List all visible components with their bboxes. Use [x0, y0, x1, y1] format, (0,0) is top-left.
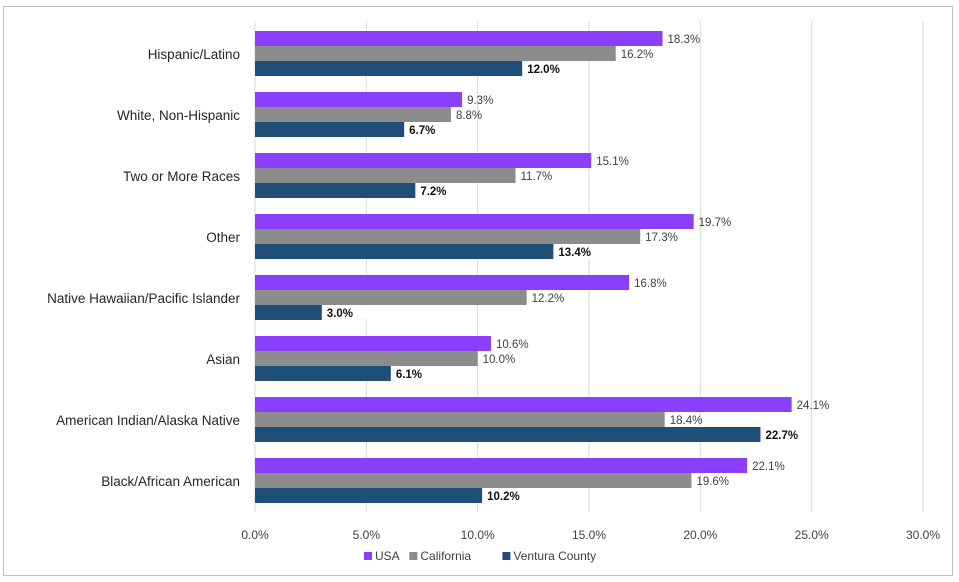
category-label: White, Non-Hispanic: [117, 108, 240, 123]
legend-swatch: [364, 552, 372, 560]
legend-swatch: [409, 552, 418, 560]
category-label: Two or More Races: [123, 169, 240, 184]
bars: [255, 31, 792, 503]
value-label: 6.7%: [409, 125, 435, 137]
x-tick-label: 5.0%: [353, 528, 381, 542]
value-label: 22.1%: [752, 461, 785, 473]
value-label-background: [323, 306, 368, 319]
x-tick-label: 20.0%: [683, 528, 717, 542]
bar-usa: [255, 153, 592, 168]
category-label: American Indian/Alaska Native: [56, 413, 240, 428]
bar-ventura-county: [255, 183, 416, 198]
bar-california: [255, 290, 527, 305]
bar-ventura-county: [255, 61, 523, 76]
value-label: 19.6%: [696, 476, 729, 488]
bar-california: [255, 107, 451, 122]
value-label: 18.4%: [670, 415, 703, 427]
value-label-background: [762, 428, 807, 441]
value-label: 15.1%: [596, 156, 629, 168]
value-label: 10.6%: [496, 339, 529, 351]
category-label: Other: [206, 230, 240, 245]
bar-ventura-county: [255, 122, 405, 137]
value-label: 6.1%: [396, 369, 422, 381]
value-label: 16.2%: [621, 49, 654, 61]
chart-frame: Hispanic/Latino White, Non-Hispanic Two or…: [3, 6, 953, 576]
category-label: Native Hawaiian/Pacific Islander: [47, 291, 240, 306]
value-label: 17.3%: [645, 232, 678, 244]
bar-usa: [255, 397, 792, 412]
category-label: Hispanic/Latino: [148, 47, 240, 62]
value-label-background: [417, 184, 462, 197]
value-label: 7.2%: [420, 186, 446, 198]
value-label: 9.3%: [467, 95, 493, 107]
x-tick-label: 15.0%: [572, 528, 606, 542]
x-axis-tick-labels: 0.0% 5.0% 10.0% 15.0% 20.0% 25.0% 30.0%: [241, 528, 940, 542]
value-label-background: [484, 489, 529, 502]
value-labels: 18.3% 16.2% 12.0% 9.3% 8.8% 6.7% 15.1% 11.7% 7.2…: [323, 34, 830, 503]
x-tick-label: 10.0%: [461, 528, 495, 542]
bar-ventura-county: [255, 305, 322, 320]
bar-ventura-county: [255, 366, 391, 381]
bar-california: [255, 473, 692, 488]
bar-california: [255, 229, 641, 244]
value-label: 22.7%: [765, 430, 798, 442]
bar-usa: [255, 92, 463, 107]
bar-california: [255, 46, 616, 61]
legend-label: Ventura County: [513, 549, 596, 563]
value-label: 24.1%: [797, 400, 830, 412]
value-label-background: [555, 245, 600, 258]
value-label: 8.8%: [456, 110, 482, 122]
legend-label: California: [420, 549, 471, 563]
value-label: 13.4%: [558, 247, 591, 259]
bar-california: [255, 168, 516, 183]
value-label: 10.0%: [483, 354, 516, 366]
value-label-background: [392, 367, 437, 380]
legend-label: USA: [375, 549, 400, 563]
bar-usa: [255, 336, 492, 351]
value-label: 18.3%: [667, 34, 700, 46]
bar-usa: [255, 214, 694, 229]
category-labels: Hispanic/Latino White, Non-Hispanic Two or…: [47, 47, 240, 489]
value-label: 12.2%: [532, 293, 565, 305]
bar-ventura-county: [255, 488, 483, 503]
value-label: 19.7%: [699, 217, 732, 229]
bar-california: [255, 412, 665, 427]
bar-usa: [255, 275, 630, 290]
bar-chart: Hispanic/Latino White, Non-Hispanic Two or…: [47, 21, 940, 563]
value-label-background: [524, 62, 569, 75]
bar-ventura-county: [255, 244, 554, 259]
value-label: 3.0%: [327, 308, 353, 320]
bar-ventura-county: [255, 427, 761, 442]
value-label: 12.0%: [527, 64, 560, 76]
value-label: 11.7%: [521, 171, 553, 183]
value-label: 16.8%: [634, 278, 667, 290]
bar-california: [255, 351, 478, 366]
x-tick-label: 30.0%: [906, 528, 940, 542]
x-tick-label: 25.0%: [795, 528, 829, 542]
value-label-background: [406, 123, 451, 136]
bar-usa: [255, 458, 748, 473]
category-label: Black/African American: [101, 474, 240, 489]
bar-usa: [255, 31, 663, 46]
value-label: 10.2%: [487, 491, 520, 503]
category-label: Asian: [206, 352, 240, 367]
x-tick-label: 0.0%: [241, 528, 269, 542]
legend: USA California Ventura County: [364, 549, 596, 563]
legend-swatch: [502, 552, 511, 560]
